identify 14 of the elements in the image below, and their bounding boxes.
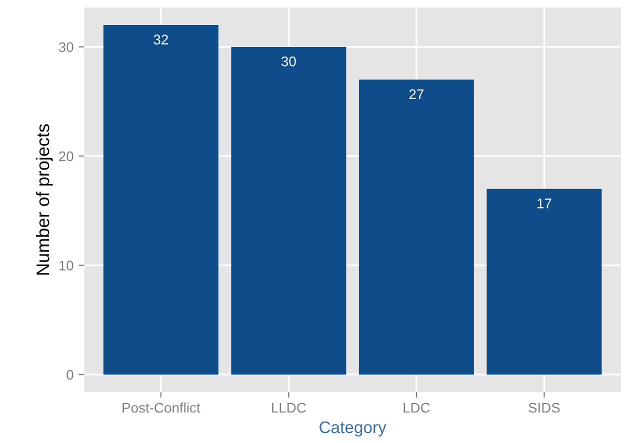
x-tick-label: SIDS <box>528 402 560 413</box>
y-axis-title: Number of projects <box>36 124 53 275</box>
y-tick-label: 20 <box>59 151 74 162</box>
y-tick-label: 10 <box>59 260 74 271</box>
data-label: 32 <box>154 34 168 44</box>
x-tick-label: LDC <box>404 402 430 413</box>
y-tick-label: 0 <box>66 370 74 380</box>
x-tick-label: LLDC <box>272 402 306 413</box>
x-axis-title: Category <box>320 421 386 437</box>
x-tick-label: Post-Conflict <box>122 402 200 413</box>
data-label: 17 <box>538 198 552 208</box>
data-label: 27 <box>409 89 424 99</box>
y-tick-label: 30 <box>58 42 74 52</box>
data-label: 30 <box>281 56 296 66</box>
